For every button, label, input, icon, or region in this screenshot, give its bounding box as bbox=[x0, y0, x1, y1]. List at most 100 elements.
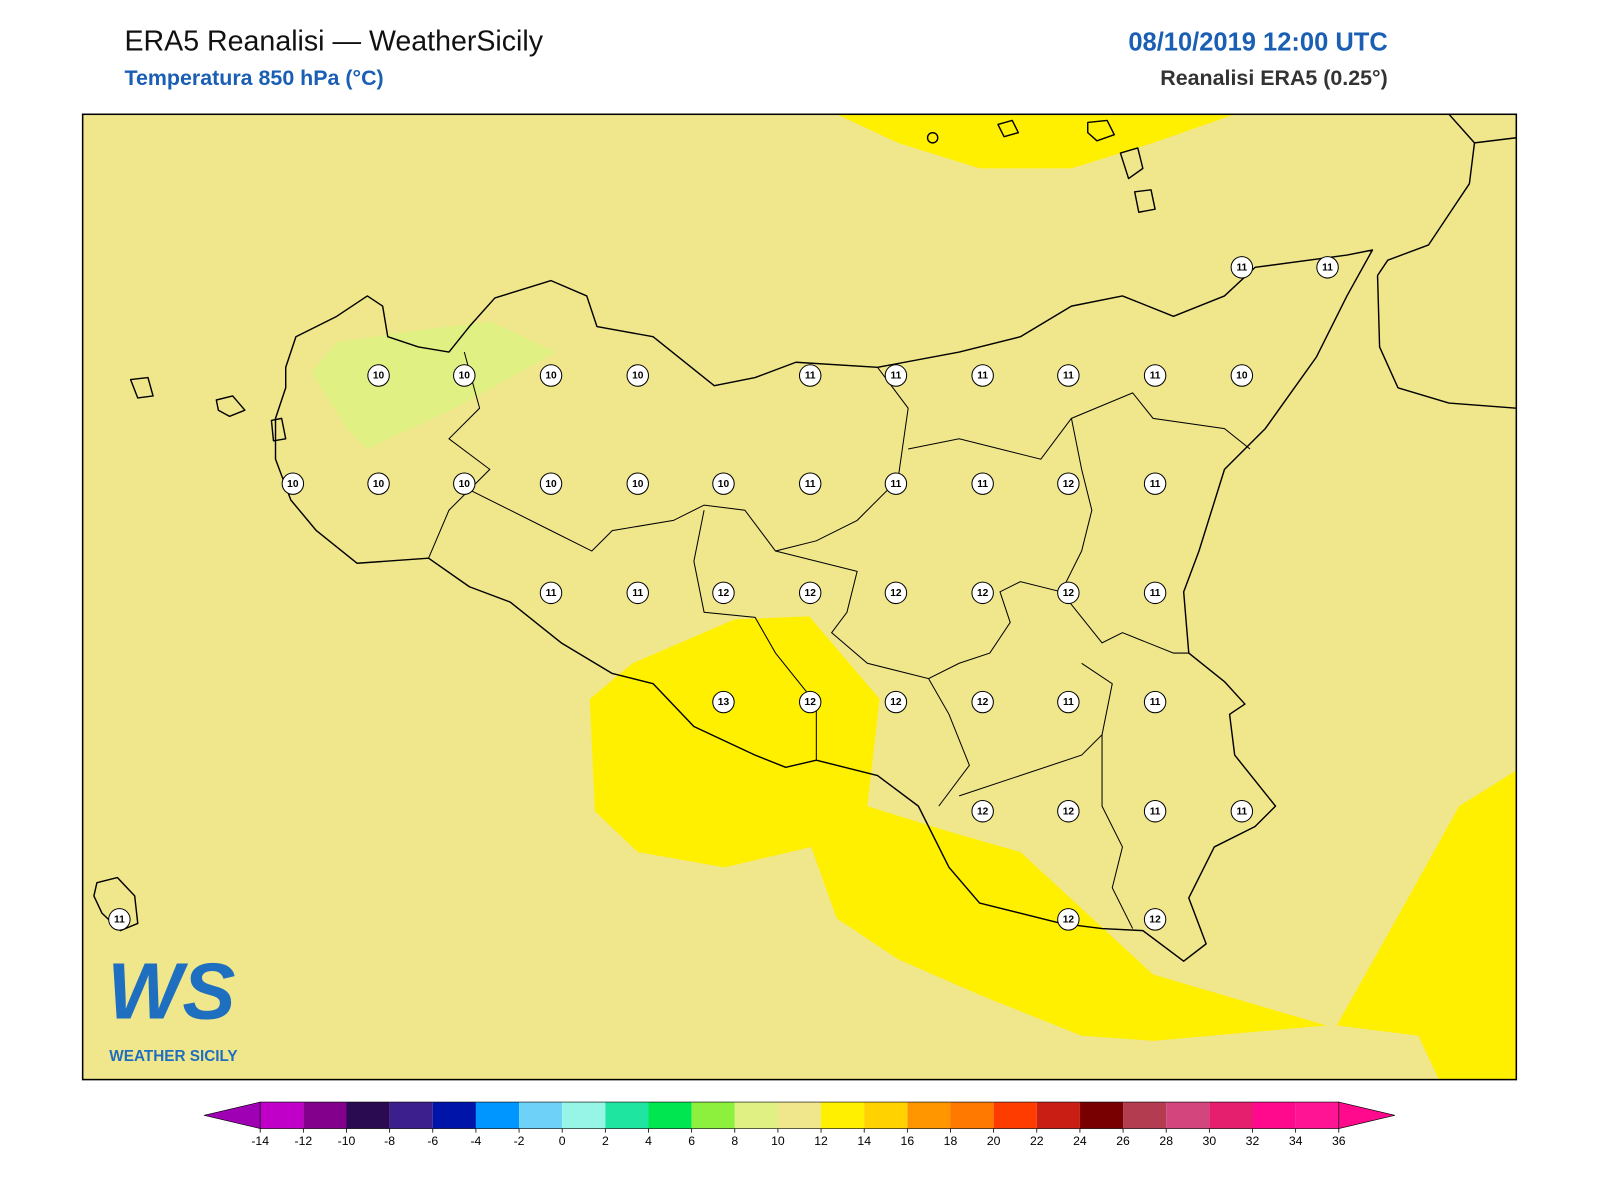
colorbar-tick-label: -6 bbox=[427, 1134, 438, 1148]
station-marker bbox=[798, 364, 822, 387]
colorbar-bin bbox=[691, 1102, 735, 1129]
province-borders bbox=[428, 351, 1251, 929]
station-value: 12 bbox=[977, 588, 989, 599]
station-marker bbox=[971, 581, 994, 605]
colorbar-tick-label: 32 bbox=[1246, 1134, 1260, 1148]
station-value: 12 bbox=[1063, 588, 1075, 599]
station-marker bbox=[453, 364, 476, 387]
station-value: 10 bbox=[1236, 371, 1248, 382]
station-value: 10 bbox=[632, 371, 644, 382]
station-marker bbox=[1057, 364, 1080, 387]
station-marker bbox=[626, 472, 649, 495]
logo-name: WEATHER SICILY bbox=[109, 1048, 237, 1065]
colorbar-bin bbox=[562, 1102, 606, 1129]
station-value: 10 bbox=[718, 479, 730, 490]
colorbar-bin bbox=[1123, 1102, 1167, 1129]
station-value: 12 bbox=[890, 697, 902, 708]
colorbar-tick-label: 20 bbox=[987, 1134, 1001, 1148]
colorbar: -14 -12 -10 -8 -6 -4 -2 0 2 4 6 8 10 12 14 16 18 20 22 24 26… bbox=[204, 1101, 1395, 1148]
colorbar-tick-label: 4 bbox=[645, 1134, 652, 1148]
station-value: 10 bbox=[545, 371, 557, 382]
station-value: 11 bbox=[632, 588, 643, 599]
station-marker bbox=[108, 908, 131, 931]
station-value: 11 bbox=[1150, 697, 1161, 708]
colorbar-bin bbox=[1295, 1102, 1339, 1129]
colorbar-tick-label: 12 bbox=[814, 1134, 828, 1148]
station-value: 12 bbox=[890, 588, 902, 599]
station-value: 10 bbox=[373, 371, 385, 382]
station-value: 11 bbox=[114, 915, 125, 926]
coastline-calabria bbox=[1376, 114, 1517, 409]
station-value: 10 bbox=[632, 479, 644, 490]
station-marker bbox=[1143, 800, 1167, 823]
colorbar-tick-label: 34 bbox=[1289, 1134, 1303, 1148]
station-value: 11 bbox=[1063, 697, 1074, 708]
station-value: 12 bbox=[718, 588, 730, 599]
station-value: 11 bbox=[1150, 806, 1161, 817]
temperature-area-warm bbox=[836, 114, 1235, 169]
station-marker bbox=[971, 690, 994, 714]
station-marker bbox=[798, 690, 822, 714]
colorbar-bin bbox=[475, 1102, 520, 1129]
colorbar-bin bbox=[993, 1102, 1037, 1129]
station-marker bbox=[884, 364, 908, 387]
station-value: 10 bbox=[459, 479, 471, 490]
station-marker bbox=[798, 581, 822, 605]
title: ERA5 Reanalisi — WeatherSicily bbox=[124, 25, 543, 57]
map: 11 11 10 10 10 10 11 11 11 11 11 10 10 10 10 10 10 10 11 11… bbox=[82, 114, 1517, 1080]
station-marker bbox=[1316, 256, 1339, 279]
station-marker bbox=[1143, 472, 1167, 495]
station-marker bbox=[1057, 690, 1080, 714]
station-value: 12 bbox=[1063, 479, 1075, 490]
colorbar-bin bbox=[260, 1102, 304, 1129]
colorbar-bin bbox=[346, 1102, 390, 1129]
station-marker bbox=[539, 364, 563, 387]
colorbar-bin bbox=[1036, 1102, 1080, 1129]
station-marker bbox=[884, 472, 908, 495]
stations: 11 11 10 10 10 10 11 11 11 11 11 10 10 10 10 10 10 10 11 11… bbox=[108, 256, 1339, 931]
logo: WS WEATHER SICILY bbox=[107, 946, 237, 1065]
station-marker bbox=[1230, 364, 1254, 387]
station-marker bbox=[1143, 581, 1167, 605]
station-value: 10 bbox=[459, 371, 471, 382]
colorbar-bin bbox=[303, 1102, 347, 1129]
date: 08/10/2019 12:00 UTC bbox=[1128, 29, 1387, 57]
station-value: 12 bbox=[977, 806, 989, 817]
colorbar-tick-label: 22 bbox=[1030, 1134, 1044, 1148]
station-marker bbox=[712, 581, 735, 605]
station-value: 12 bbox=[1063, 915, 1075, 926]
station-marker bbox=[1230, 256, 1254, 279]
colorbar-under bbox=[204, 1101, 261, 1129]
temperature-area-warm bbox=[1336, 770, 1517, 1080]
station-value: 11 bbox=[1322, 263, 1333, 274]
station-value: 11 bbox=[891, 371, 902, 382]
logo-mark: WS bbox=[107, 946, 235, 1035]
map-frame bbox=[81, 113, 1518, 1081]
station-value: 12 bbox=[977, 697, 989, 708]
colorbar-tick-label: 36 bbox=[1332, 1134, 1346, 1148]
station-marker bbox=[626, 364, 649, 387]
colorbar-tick-label: -4 bbox=[470, 1134, 481, 1148]
station-marker bbox=[971, 800, 994, 823]
colorbar-bin bbox=[1209, 1102, 1253, 1129]
station-value: 11 bbox=[1236, 263, 1247, 274]
colorbar-bin bbox=[821, 1102, 865, 1129]
station-marker bbox=[453, 472, 476, 495]
islands bbox=[93, 119, 1156, 932]
station-value: 11 bbox=[546, 588, 557, 599]
station-marker bbox=[884, 581, 908, 605]
station-marker bbox=[367, 364, 390, 387]
station-marker bbox=[539, 472, 563, 495]
station-marker bbox=[281, 472, 305, 495]
colorbar-tick-label: 2 bbox=[602, 1134, 609, 1148]
station-value: 10 bbox=[545, 479, 557, 490]
station-value: 11 bbox=[1063, 371, 1074, 382]
colorbar-tick-label: 16 bbox=[901, 1134, 915, 1148]
colorbar-bin bbox=[519, 1102, 563, 1129]
colorbar-bin bbox=[864, 1102, 908, 1129]
station-marker bbox=[798, 472, 822, 495]
station-marker bbox=[1143, 364, 1167, 387]
colorbar-bin bbox=[777, 1102, 822, 1129]
station-value: 11 bbox=[1236, 806, 1247, 817]
colorbar-tick-label: -14 bbox=[251, 1134, 269, 1148]
